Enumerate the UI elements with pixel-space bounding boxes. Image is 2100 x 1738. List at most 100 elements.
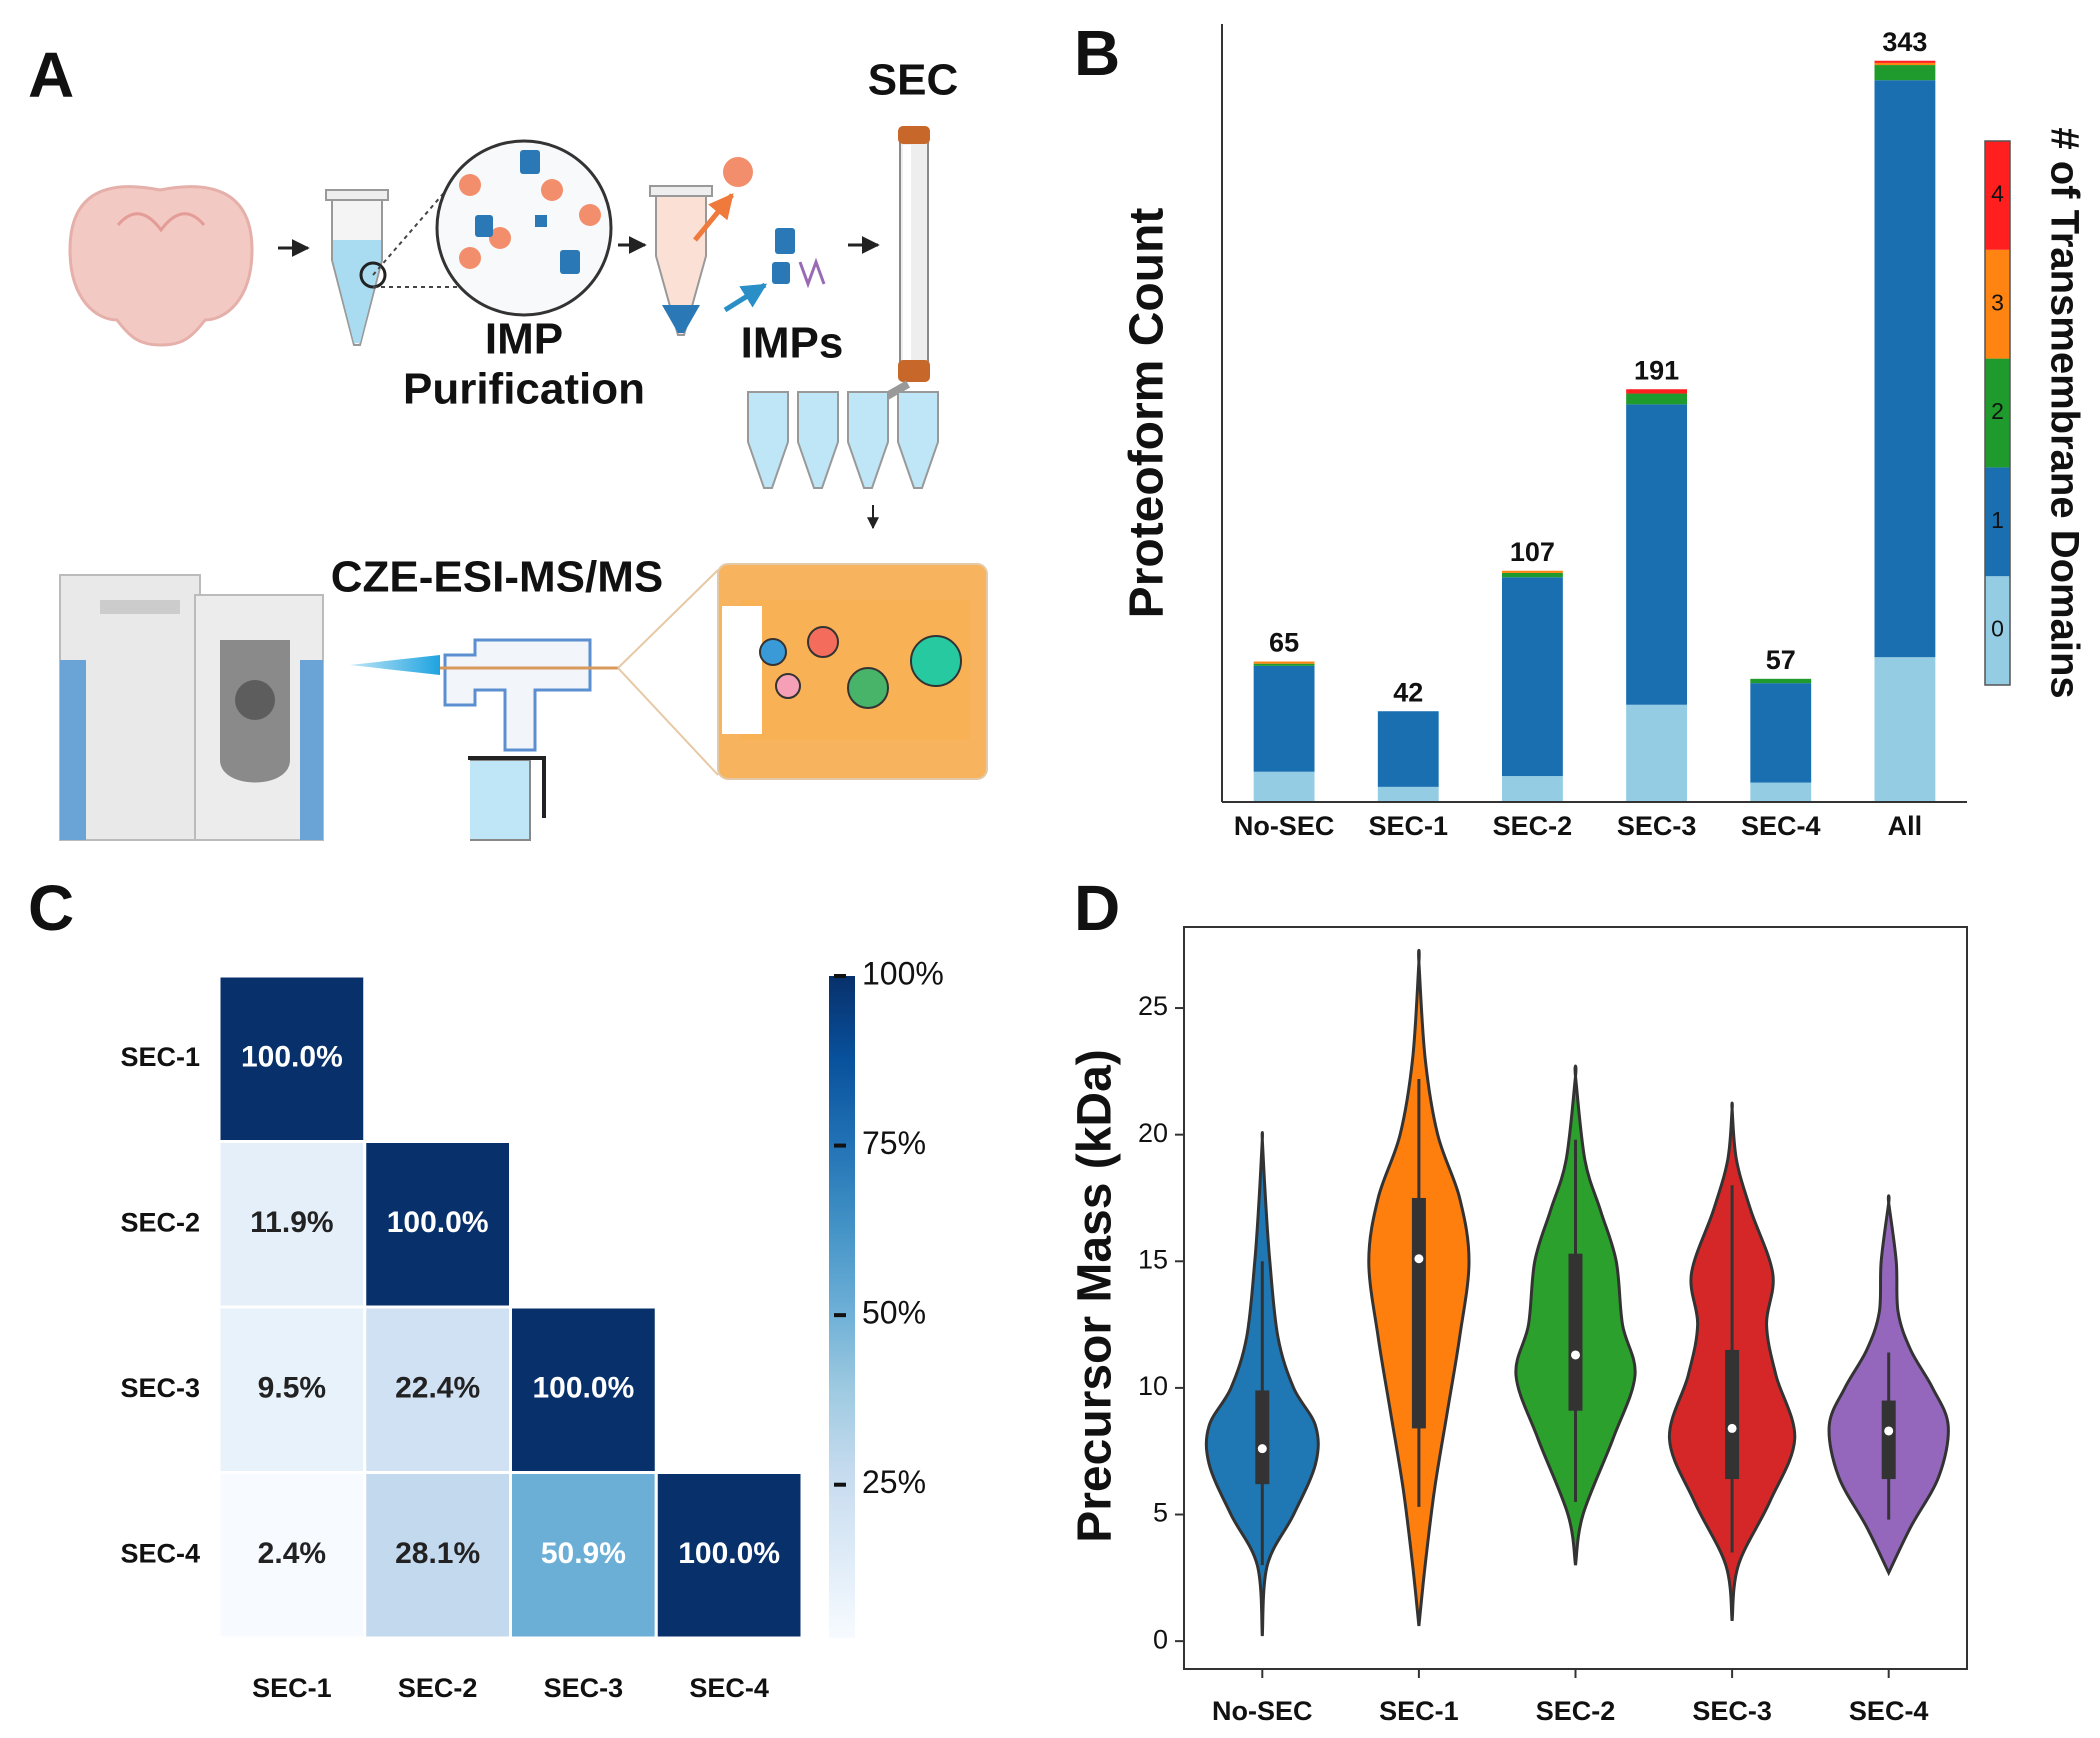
zoom-line <box>617 667 719 776</box>
y-axis-label: Proteoform Count <box>1121 208 1174 619</box>
protein <box>723 157 753 187</box>
arrow <box>723 282 768 313</box>
bar-segment <box>1626 704 1688 802</box>
y-tick-label: 25 <box>1138 991 1168 1021</box>
brain-detail <box>116 212 206 233</box>
esi-source <box>440 638 618 752</box>
x-tick-label: No-SEC <box>1234 811 1335 841</box>
x-tick-label: SEC-3 <box>1617 811 1697 841</box>
heatmap-cell <box>509 1305 658 1474</box>
membrane-proteins <box>475 150 580 274</box>
plot-frame <box>1183 926 1968 1670</box>
bar-segment <box>1253 771 1315 802</box>
bar-segment <box>1626 404 1688 705</box>
heatmap-cell <box>217 974 367 1143</box>
heatmap-cell <box>217 1305 367 1474</box>
bar-segment <box>1626 389 1688 394</box>
diagram-label: SEC <box>868 56 958 105</box>
x-tick-label: No-SEC <box>1212 1696 1313 1726</box>
legend-label: 2 <box>1991 398 2004 424</box>
electrode <box>468 756 546 818</box>
box <box>1411 1197 1426 1429</box>
bar-segment <box>1874 60 1936 63</box>
cell-label: 50.9% <box>541 1537 626 1570</box>
y-tick-label: 10 <box>1138 1371 1168 1401</box>
proteins <box>459 174 601 269</box>
y-tick-label: 15 <box>1138 1244 1168 1274</box>
total-label: 42 <box>1393 677 1423 707</box>
cell-label: 100.0% <box>533 1372 635 1405</box>
heatmap-cell <box>509 1471 658 1640</box>
sec-column <box>898 126 930 382</box>
colorbar-label: 25% <box>862 1464 926 1500</box>
diagram-label: CZE-ESI-MS/MS <box>331 553 663 602</box>
cell-label: 11.9% <box>250 1206 333 1239</box>
workflow-diagram: A <box>28 39 988 841</box>
x-tick-label: SEC-4 <box>689 1673 769 1703</box>
x-tick-label: SEC-4 <box>1849 1696 1929 1726</box>
vial <box>470 759 531 841</box>
y-tick-label: 5 <box>1153 1498 1168 1528</box>
colorbar-label: 100% <box>862 955 944 991</box>
bar-segment <box>1874 80 1936 658</box>
cell-label: 2.4% <box>258 1537 326 1570</box>
total-label: 343 <box>1882 27 1927 57</box>
legend-title: # of Transmembrane Domains <box>2042 127 2086 698</box>
legend-swatch <box>1985 467 2010 577</box>
x-tick-label: SEC-3 <box>1692 1696 1772 1726</box>
y-tick-label: SEC-3 <box>120 1373 200 1403</box>
legend-swatch <box>1985 358 2010 468</box>
cell-label: 9.5% <box>258 1372 326 1405</box>
heatmap-cell <box>654 1471 804 1640</box>
bar-segment <box>1377 786 1439 802</box>
diagram-label: IMPs <box>741 319 844 368</box>
median <box>1414 1254 1424 1264</box>
x-tick-label: SEC-2 <box>398 1673 478 1703</box>
bar-segment <box>1501 776 1563 802</box>
median <box>1257 1444 1267 1454</box>
y-tick-label: SEC-1 <box>120 1042 200 1072</box>
heatmap-cell <box>363 1471 512 1640</box>
median <box>1571 1350 1580 1360</box>
x-tick-label: SEC-4 <box>1741 811 1821 841</box>
bar-segment <box>1501 570 1563 573</box>
diagram-label: IMP <box>485 315 563 364</box>
total-label: 65 <box>1269 628 1299 658</box>
median <box>1727 1423 1737 1433</box>
bar-segment <box>1501 572 1563 578</box>
bar-segment <box>1874 657 1936 802</box>
legend-label: 0 <box>1991 616 2004 642</box>
panel-label: B <box>1074 17 1120 89</box>
box <box>1881 1400 1896 1480</box>
bar-segment <box>1750 678 1812 684</box>
x-tick-label: SEC-3 <box>544 1673 624 1703</box>
tube <box>649 185 713 336</box>
zoom-line <box>372 179 456 276</box>
box <box>1568 1253 1583 1411</box>
box <box>1725 1349 1740 1480</box>
total-label: 57 <box>1766 645 1796 675</box>
legend-swatch <box>1985 249 2010 359</box>
bar-segment <box>1626 393 1688 405</box>
legend-label: 4 <box>1991 180 2004 206</box>
bar-segment <box>1501 577 1563 777</box>
capillary <box>717 563 988 780</box>
total-label: 107 <box>1510 537 1555 567</box>
bar-segment <box>1253 663 1315 666</box>
heatmap-cell <box>363 1140 512 1309</box>
y-tick-label: SEC-2 <box>120 1207 200 1237</box>
legend-label: 3 <box>1991 289 2004 315</box>
x-tick-label: All <box>1888 811 1923 841</box>
panel-label: C <box>28 872 74 944</box>
y-tick-label: 20 <box>1138 1118 1168 1148</box>
bar-segment <box>1874 65 1936 81</box>
x-tick-label: SEC-2 <box>1493 811 1573 841</box>
y-tick-label: SEC-4 <box>120 1538 200 1568</box>
bar-segment <box>1377 711 1439 787</box>
x-tick-label: SEC-1 <box>1379 1696 1459 1726</box>
arrow <box>693 193 734 242</box>
colorbar-label: 75% <box>862 1125 926 1161</box>
y-tick-label: 0 <box>1153 1624 1168 1654</box>
x-tick-label: SEC-2 <box>1536 1696 1616 1726</box>
